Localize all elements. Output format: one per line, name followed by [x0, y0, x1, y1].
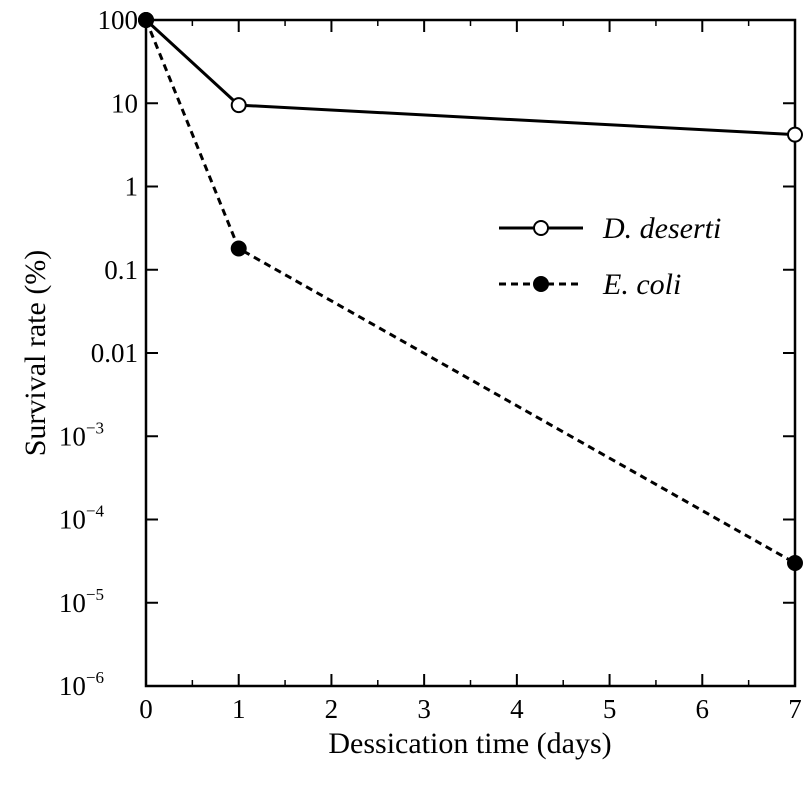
y-tick-label: 10−3: [59, 418, 104, 451]
x-tick-label: 0: [139, 694, 153, 724]
y-tick-base: 10: [59, 588, 86, 618]
y-tick-label: 10−4: [59, 502, 105, 535]
y-tick-label: 0.1: [104, 255, 138, 285]
data-series: [138, 12, 803, 572]
y-tick-label: 10: [111, 88, 138, 118]
legend-marker: [533, 276, 549, 292]
data-point: [787, 555, 803, 572]
x-axis-title: Dessication time (days): [328, 727, 611, 760]
y-tick-label: 10−5: [59, 585, 104, 618]
y-tick-label: 100: [98, 5, 139, 35]
y-tick-label: 0.01: [91, 338, 138, 368]
data-point: [230, 240, 247, 257]
y-tick-exponent: −3: [86, 418, 104, 437]
y-tick-base: 10: [59, 505, 86, 535]
x-tick-label: 2: [325, 694, 339, 724]
x-tick-labels: 0 1 2 3 4 5 6 7: [139, 694, 802, 724]
x-tick-label: 7: [788, 694, 802, 724]
series-line-1: [144, 18, 796, 137]
legend-marker: [533, 220, 549, 236]
x-tick-label: 3: [417, 694, 431, 724]
data-point: [787, 126, 803, 143]
legend-label: E. coli: [602, 268, 681, 301]
y-tick-exponent: −5: [86, 585, 104, 604]
y-tick-label: 1: [125, 172, 139, 202]
y-tick-label: 10−6: [59, 668, 104, 701]
y-tick-base: 10: [59, 671, 86, 701]
x-tick-label: 6: [696, 694, 710, 724]
data-point: [138, 12, 154, 28]
data-point: [230, 97, 247, 114]
y-tick-base: 10: [59, 421, 86, 451]
y-tick-exponent: −4: [86, 502, 105, 521]
y-axis-title: Survival rate (%): [19, 250, 52, 457]
x-tick-label: 5: [603, 694, 617, 724]
plot-frame: [144, 18, 797, 688]
legend-label: D. deserti: [602, 212, 721, 245]
x-tick-label: 4: [510, 694, 524, 724]
x-tick-label: 1: [232, 694, 246, 724]
axis-ticks: [145, 19, 796, 687]
legend: D. deserti E. coli: [499, 212, 721, 301]
y-tick-exponent: −6: [86, 668, 104, 687]
